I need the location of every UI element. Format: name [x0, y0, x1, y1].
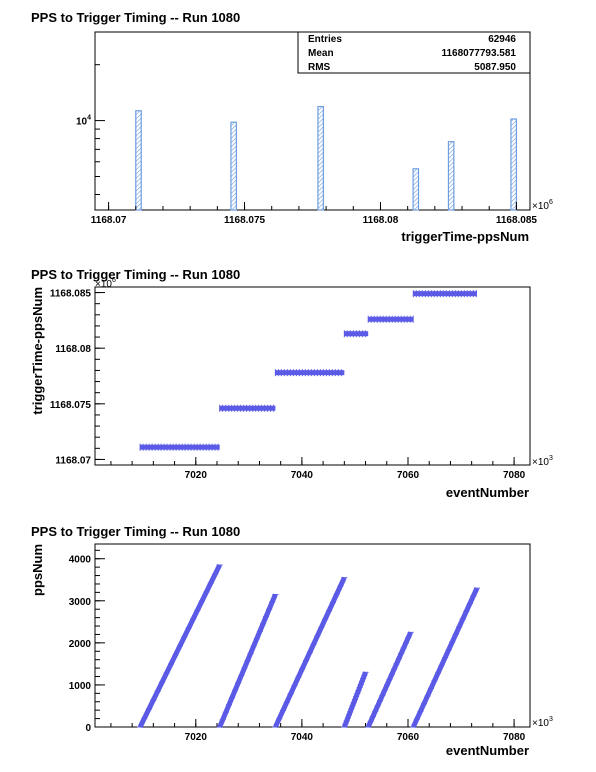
panel-3-ticks: 7020 7040 7060 7080 0 1000 2000 3000 4000	[69, 549, 526, 743]
panel-1: PPS to Trigger Timing -- Run 1080 1168.0…	[31, 10, 553, 244]
y-tick-label: 3000	[69, 597, 92, 608]
panel-3-markers	[137, 563, 480, 729]
y-tick-label: 2000	[69, 639, 92, 650]
panel-3: PPS to Trigger Timing -- Run 1080 7020 70…	[30, 524, 553, 758]
x-tick-label: 1168.085	[496, 215, 538, 226]
stats-box: Entries 62946 Mean 1168077793.581 RMS 50…	[297, 31, 531, 74]
stats-rms-value: 5087.950	[474, 62, 516, 73]
panel-2-ticks: 7020 7040 7060 7080 1168.07 1168.075 1168.08 11…	[50, 289, 526, 481]
panel-1-bars	[135, 105, 518, 211]
y-tick-label: 1168.08	[55, 344, 91, 355]
panel-3-frame	[94, 543, 531, 728]
panel-2-y-multiplier: ×106	[95, 277, 116, 290]
x-tick-label: 7080	[503, 732, 526, 743]
x-tick-label: 7040	[291, 732, 314, 743]
marker-band-6	[413, 291, 477, 297]
stats-entries-value: 62946	[488, 34, 516, 45]
marker-band-1	[140, 444, 220, 450]
panel-3-title: PPS to Trigger Timing -- Run 1080	[31, 524, 240, 539]
stats-mean-value: 1168077793.581	[441, 48, 516, 59]
stats-box-frame	[297, 31, 531, 74]
panel-1-x-label: triggerTime-ppsNum	[401, 229, 529, 244]
y-tick-label: 4000	[69, 555, 92, 566]
x-tick-label: 1168.08	[363, 215, 399, 226]
panel-3-x-label: eventNumber	[446, 743, 529, 758]
x-tick-label: 7060	[397, 732, 420, 743]
stats-rms-label: RMS	[308, 62, 331, 73]
panel-2-x-label: eventNumber	[446, 485, 529, 500]
y-tick-label: 0	[85, 723, 91, 734]
y-tick-label: 1000	[69, 681, 92, 692]
stats-mean-label: Mean	[308, 48, 334, 59]
panel-2-markers	[139, 290, 477, 451]
histogram-bar-5	[447, 141, 455, 211]
panel-2-frame	[94, 286, 531, 466]
histogram-bar-1	[135, 110, 142, 211]
x-tick-label: 7020	[185, 732, 208, 743]
histogram-bar-3	[317, 105, 324, 211]
x-tick-label: 1168.075	[224, 215, 266, 226]
x-tick-label: 7020	[185, 470, 208, 481]
panel-2-title: PPS to Trigger Timing -- Run 1080	[31, 267, 240, 282]
y-tick-label: 104	[76, 115, 91, 128]
y-tick-label: 1168.085	[50, 289, 92, 300]
panel-3-x-multiplier: ×103	[532, 716, 553, 729]
panel-1-title: PPS to Trigger Timing -- Run 1080	[31, 10, 240, 25]
panel-1-ticks: 1168.07 1168.075 1168.08 1168.085 104	[76, 64, 538, 226]
y-tick-label: 1168.075	[50, 400, 92, 411]
panel-1-x-multiplier: ×106	[532, 199, 553, 212]
panel-2-y-label: triggerTime-ppsNum	[30, 287, 45, 415]
x-tick-label: 7080	[503, 470, 526, 481]
marker-band-5	[368, 316, 414, 322]
x-tick-label: 7040	[291, 470, 314, 481]
histogram-bar-4	[412, 168, 420, 211]
panel-3-y-label: ppsNum	[30, 544, 45, 596]
panel-2: PPS to Trigger Timing -- Run 1080 7020 70…	[30, 267, 553, 500]
histogram-bar-2	[230, 121, 237, 211]
histogram-bar-6	[510, 118, 518, 211]
panel-2-x-multiplier: ×103	[532, 455, 553, 468]
marker-band-3	[275, 370, 345, 376]
x-tick-label: 7060	[397, 470, 420, 481]
y-tick-label: 1168.07	[55, 455, 91, 466]
x-tick-label: 1168.07	[91, 215, 127, 226]
marker-band-2	[219, 405, 276, 411]
stats-entries-label: Entries	[308, 34, 342, 45]
